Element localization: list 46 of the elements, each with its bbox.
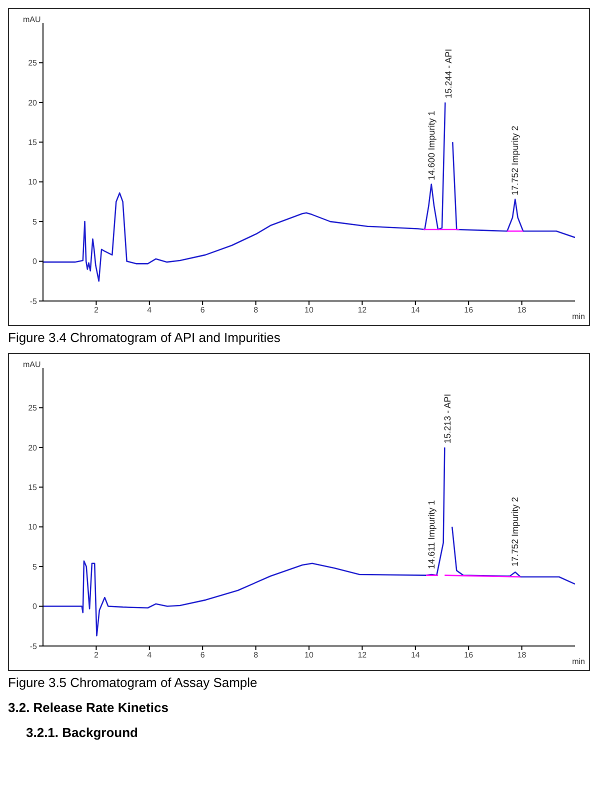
x-tick-label: 18 <box>517 306 527 315</box>
y-tick-label: 25 <box>28 404 38 413</box>
x-tick-label: 8 <box>254 650 259 660</box>
x-tick-label: 16 <box>464 306 474 315</box>
text: 3.2. Release Rate Kinetics <box>8 700 170 715</box>
y-tick-label: 25 <box>28 58 38 68</box>
x-tick-label: 4 <box>147 306 152 315</box>
annotation: 15.244 - API <box>443 48 454 98</box>
y-tick-label: 20 <box>28 443 38 452</box>
x-tick-label: 12 <box>358 306 368 315</box>
y-tick-label: 0 <box>32 257 38 266</box>
x-tick-label: 18 <box>517 650 527 660</box>
x-tick-label: 8 <box>254 306 259 315</box>
y-tick-label: 15 <box>28 138 38 147</box>
x-tick-label: 14 <box>410 650 420 660</box>
y-tick-label: 10 <box>28 522 38 532</box>
text: Figure 3.5 Chromatogram of Assay Sample <box>8 675 258 690</box>
y-axis-title: mAU <box>23 360 41 369</box>
annotation: 17.752 Impurity 2 <box>510 126 520 196</box>
y-tick-label: 15 <box>28 482 38 492</box>
annotation: 14.600 Impurity 1 <box>426 110 436 180</box>
y-tick-label: 0 <box>32 602 38 612</box>
y-tick-label: 10 <box>28 178 38 187</box>
x-tick-label: 10 <box>304 650 314 660</box>
y-tick-label: 20 <box>28 98 38 108</box>
text: 3.2.1. Background <box>26 725 139 740</box>
annotation: 14.611 Impurity 1 <box>426 500 437 569</box>
x-tick-label: 2 <box>94 650 99 660</box>
text: Figure 3.4 Chromatogram of API and Impurities <box>8 330 282 345</box>
x-tick-label: 6 <box>200 306 206 315</box>
x-tick-label: 12 <box>358 650 368 660</box>
x-tick-label: 6 <box>200 650 206 660</box>
y-axis-title: mAU <box>23 15 41 24</box>
x-axis-title: min <box>572 657 585 666</box>
x-tick-label: 16 <box>464 650 474 660</box>
y-tick-label: 5 <box>32 217 38 226</box>
x-tick-label: 4 <box>147 650 152 660</box>
x-tick-label: 2 <box>94 306 99 315</box>
annotation: 17.752 Impurity 2 <box>510 496 520 567</box>
y-tick-label: -5 <box>30 642 38 651</box>
y-tick-label: 5 <box>32 562 38 572</box>
annotation: 15.213 - API <box>442 394 453 444</box>
x-tick-label: 14 <box>410 306 420 315</box>
x-axis-title: min <box>572 312 585 321</box>
x-tick-label: 10 <box>304 306 314 315</box>
y-tick-label: -5 <box>30 296 38 306</box>
